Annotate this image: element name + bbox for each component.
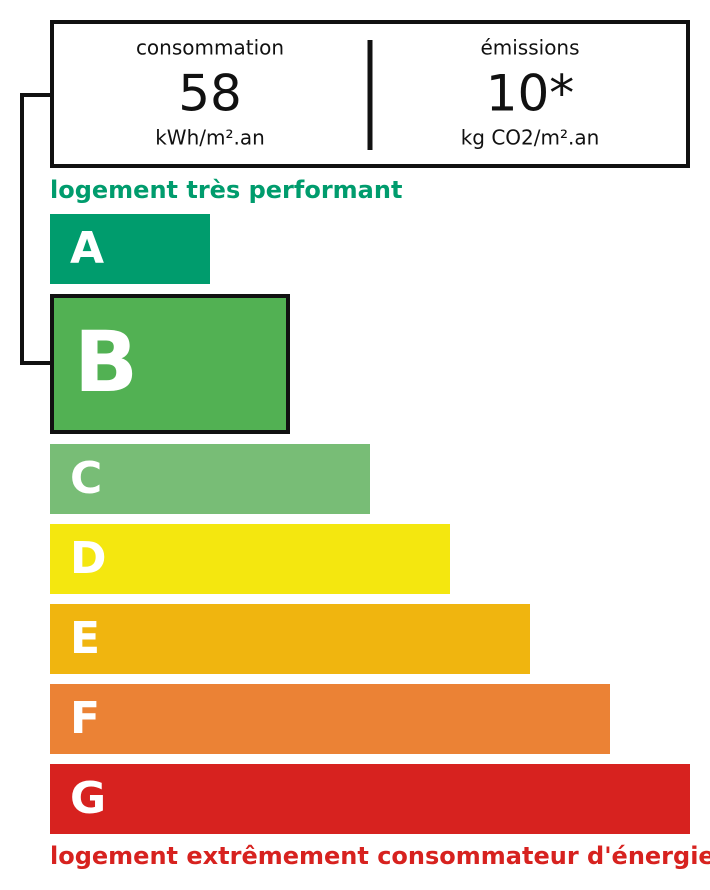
class-letter: D (70, 533, 107, 584)
class-bar (50, 524, 450, 594)
top-label: logement très performant (50, 176, 402, 204)
connector (20, 93, 52, 365)
bottom-label: logement extrêmement consommateur d'éner… (50, 842, 710, 870)
class-bar (50, 764, 690, 834)
class-bar (50, 684, 610, 754)
emissions-label: émissions (480, 36, 579, 60)
emissions-value: 10* (486, 65, 575, 123)
class-bar (50, 604, 530, 674)
class-bar (50, 214, 210, 284)
class-letter: E (70, 613, 100, 664)
class-bar (50, 294, 290, 434)
class-letter: A (70, 223, 104, 274)
class-letter: G (70, 773, 106, 824)
class-letter: F (70, 693, 100, 744)
consumption-label: consommation (136, 36, 284, 60)
consumption-unit: kWh/m².an (155, 126, 265, 150)
class-letter: B (74, 313, 138, 411)
class-letter: C (70, 453, 102, 504)
emissions-unit: kg CO2/m².an (461, 126, 600, 150)
consumption-value: 58 (178, 65, 242, 123)
class-bar (50, 444, 370, 514)
